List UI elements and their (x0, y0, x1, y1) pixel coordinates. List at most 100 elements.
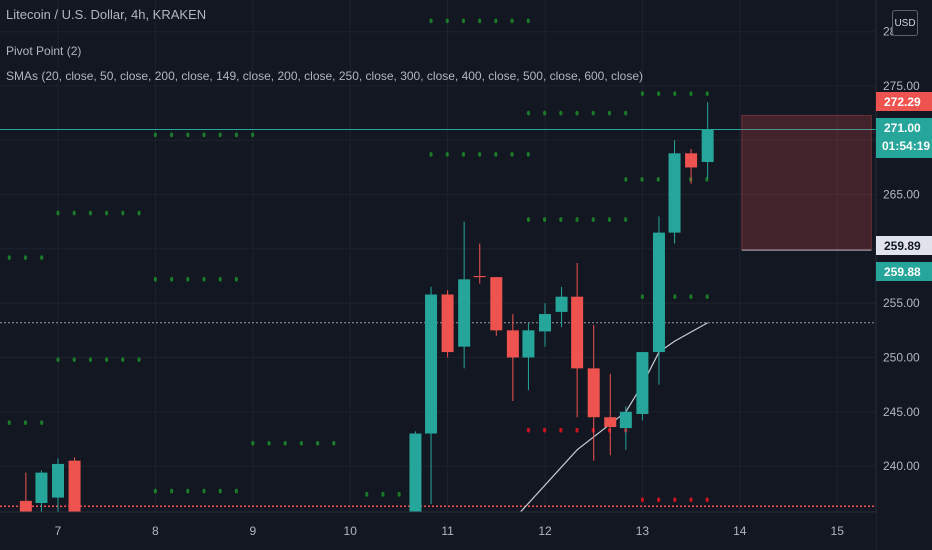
position-box (741, 114, 872, 251)
time-tick-label: 8 (152, 524, 159, 538)
pivot-dot (624, 110, 628, 116)
pivot-dot (397, 491, 401, 497)
bar-countdown: 01:54:19 (882, 139, 931, 153)
candle-body (636, 352, 649, 414)
pivot-dot (137, 210, 141, 216)
pivot-dot (559, 427, 563, 433)
pivot-dot (657, 91, 661, 97)
pivot-dot (624, 217, 628, 222)
pivot-dot (575, 427, 579, 433)
pivot-dot (23, 255, 28, 260)
pivot-dot (689, 294, 693, 300)
symbol-title[interactable]: Litecoin / U.S. Dollar, 4h, KRAKEN (6, 7, 207, 22)
currency-button[interactable]: USD (892, 10, 918, 36)
candle-body (652, 232, 665, 353)
pivot-dot (575, 217, 579, 222)
pivot-dot (526, 217, 531, 222)
price-tick-label: 250.00 (883, 351, 920, 365)
pivot-dot (381, 491, 385, 497)
time-tick-label: 13 (636, 524, 650, 538)
pivot-dot (689, 91, 693, 97)
pivot-dot (461, 18, 466, 24)
pivot-dot (234, 488, 238, 494)
pivot-dot (186, 132, 190, 138)
pivot-dot (40, 420, 44, 426)
pivot-dot (657, 497, 661, 503)
pivot-dot (105, 357, 109, 363)
time-scale-panel (0, 512, 876, 550)
pivot-dot (251, 440, 255, 446)
pivot-dot (72, 210, 76, 216)
candle-body (701, 129, 714, 163)
candle-body (35, 472, 48, 504)
pivot-dot (153, 132, 157, 138)
pivot-dot (7, 420, 11, 426)
pivot-dot (673, 91, 677, 97)
pivot-dot (283, 440, 287, 446)
last-price-value: 271.00 (884, 121, 921, 135)
pivot-dot (640, 294, 645, 300)
pivot-dot (186, 488, 190, 494)
time-tick-label: 12 (538, 524, 552, 538)
pivot-dot (526, 110, 531, 116)
candle-body (539, 314, 551, 332)
candle-body (409, 433, 422, 515)
last-price-label: 271.00 01:54:19 (876, 118, 932, 158)
pivot-dot (234, 276, 238, 282)
pivot-dot (137, 357, 141, 363)
indicator-smas[interactable]: SMAs (20, close, 50, close, 200, close, … (6, 69, 644, 83)
pivot-dot (88, 357, 92, 363)
pivot-dot (23, 420, 28, 426)
candles (19, 102, 714, 532)
pivot-dot (705, 497, 709, 503)
pivot-dot (429, 152, 433, 157)
candle-body (604, 417, 617, 428)
time-tick-label: 11 (441, 524, 454, 538)
entry-price-label: 259.88 (876, 262, 932, 281)
candle-body (571, 296, 584, 369)
pivot-dot (494, 152, 498, 157)
pivot-dot (153, 488, 157, 494)
pivot-dot (40, 255, 44, 260)
pivot-dot (170, 132, 174, 138)
pivot-dot (478, 152, 482, 157)
candle-body (441, 294, 454, 353)
pivot-dot (105, 210, 109, 216)
pivot-dot (640, 497, 645, 503)
candle-body (506, 330, 519, 358)
pivot-dot (656, 176, 660, 182)
pivot-dot (526, 152, 530, 157)
pivot-dot (705, 91, 709, 97)
pivot-dot (591, 217, 595, 222)
pivot-dot (673, 294, 677, 300)
pivot-dot (202, 488, 206, 494)
pivot-dot (72, 357, 76, 363)
pivot-dot (218, 276, 222, 282)
candle-body (458, 279, 471, 347)
candle-body (425, 294, 438, 434)
pivot-dot (121, 210, 125, 216)
pivot-dot (316, 440, 320, 446)
pivot-dot (170, 276, 174, 282)
pivot-points (7, 18, 709, 503)
target-price-label: 259.89 (876, 236, 932, 255)
price-tick-label: 245.00 (883, 405, 920, 419)
price-tick-label: 240.00 (883, 459, 920, 473)
candle-body (668, 153, 681, 233)
pivot-dot (56, 210, 60, 216)
price-tick-label: 265.00 (883, 188, 920, 202)
indicator-pivot-point[interactable]: Pivot Point (2) (6, 44, 82, 58)
pivot-dot (478, 18, 482, 24)
pivot-dot (575, 110, 579, 116)
pivot-dot (299, 440, 303, 446)
price-tick-label: 275.00 (883, 79, 920, 93)
pivot-dot (445, 18, 449, 24)
candle-body (685, 153, 698, 168)
pivot-dot (429, 18, 433, 24)
pivot-dot (543, 110, 547, 116)
candle-body (555, 296, 568, 312)
pivot-dot (202, 132, 206, 138)
pivot-dot (607, 110, 612, 116)
risk-reward-box (741, 114, 872, 251)
